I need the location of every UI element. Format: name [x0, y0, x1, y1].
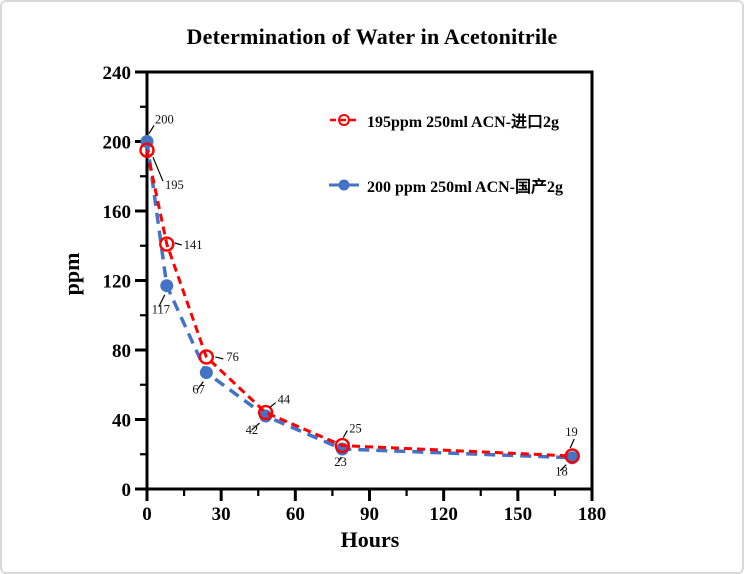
y-tick-label: 120 — [103, 272, 132, 293]
y-tick-label: 40 — [112, 411, 131, 432]
blue-solid-filled-circle-marker — [329, 179, 359, 191]
label-leader-line — [152, 156, 164, 182]
label-leader-line — [251, 422, 261, 431]
x-tick-label: 0 — [142, 504, 152, 525]
legend-label-domestic: 200 ppm 250ml ACN-国产2g — [367, 179, 564, 196]
series-line-domestic — [145, 141, 573, 460]
data-point-filled-circle — [160, 279, 174, 293]
label-leader-line — [269, 402, 277, 409]
data-point-open-circle — [139, 142, 155, 158]
y-tick-label: 80 — [112, 341, 131, 362]
label-leader-line — [559, 464, 567, 472]
x-tick-label: 90 — [360, 504, 379, 525]
legend-item-domestic: 200 ppm 250ml ACN-国产2g — [329, 172, 563, 198]
label-leader-line — [196, 381, 204, 390]
axis-ticks: 0 40 80 120 160 200 240 0 30 60 90 120 150 180 — [103, 63, 607, 525]
data-point-filled-circle — [199, 366, 213, 380]
data-point-label: 200 — [155, 113, 174, 127]
label-leader-line — [148, 125, 155, 134]
y-tick-label: 240 — [103, 63, 132, 84]
label-leader-line — [215, 356, 224, 360]
data-point-open-circle — [159, 236, 175, 252]
x-tick-label: 180 — [578, 504, 607, 525]
legend-circle — [338, 179, 350, 191]
x-tick-label: 120 — [429, 504, 458, 525]
data-point-open-circle — [257, 404, 274, 421]
data-point-label: 117 — [152, 303, 170, 317]
x-tick-label: 150 — [504, 504, 533, 525]
data-point-label: 44 — [278, 393, 291, 407]
legend-item-imported: 195ppm 250ml ACN-进口2g — [329, 107, 563, 133]
legend-label-imported: 195ppm 250ml ACN-进口2g — [367, 114, 560, 131]
x-tick-label: 30 — [212, 504, 231, 525]
series-line-imported — [145, 149, 573, 458]
data-point-label: 42 — [246, 423, 259, 437]
data-point-label: 67 — [192, 383, 205, 397]
red-dashed-open-circle-marker — [330, 114, 358, 126]
data-point-label: 23 — [334, 455, 347, 469]
data-point-label: 25 — [349, 422, 362, 436]
label-leader-line — [342, 430, 348, 438]
label-leader-line — [158, 294, 166, 307]
y-tick-label: 0 — [122, 480, 132, 501]
label-leader-line — [569, 438, 575, 449]
legend: 195ppm 250ml ACN-进口2g 200 ppm 250ml ACN-… — [329, 107, 563, 198]
y-axis-label: ppm — [59, 252, 84, 296]
data-point-label: 195 — [165, 178, 184, 192]
legend-circle — [338, 114, 350, 126]
data-point-label: 141 — [184, 238, 203, 252]
label-leader-line — [174, 242, 182, 246]
x-axis-label: Hours — [340, 527, 400, 552]
label-leader-line — [337, 456, 342, 463]
y-tick-label: 160 — [103, 202, 132, 223]
data-point-label: 19 — [565, 425, 578, 439]
data-point-label: 18 — [555, 465, 568, 479]
x-tick-label: 60 — [286, 504, 305, 525]
data-point-open-circle — [198, 349, 215, 365]
y-tick-label: 200 — [103, 133, 132, 154]
data-point-open-circle — [334, 437, 351, 454]
data-point-label: 76 — [226, 350, 239, 364]
chart-title: Determination of Water in Acetonitrile — [186, 24, 558, 49]
data-point-open-circle — [564, 448, 580, 464]
